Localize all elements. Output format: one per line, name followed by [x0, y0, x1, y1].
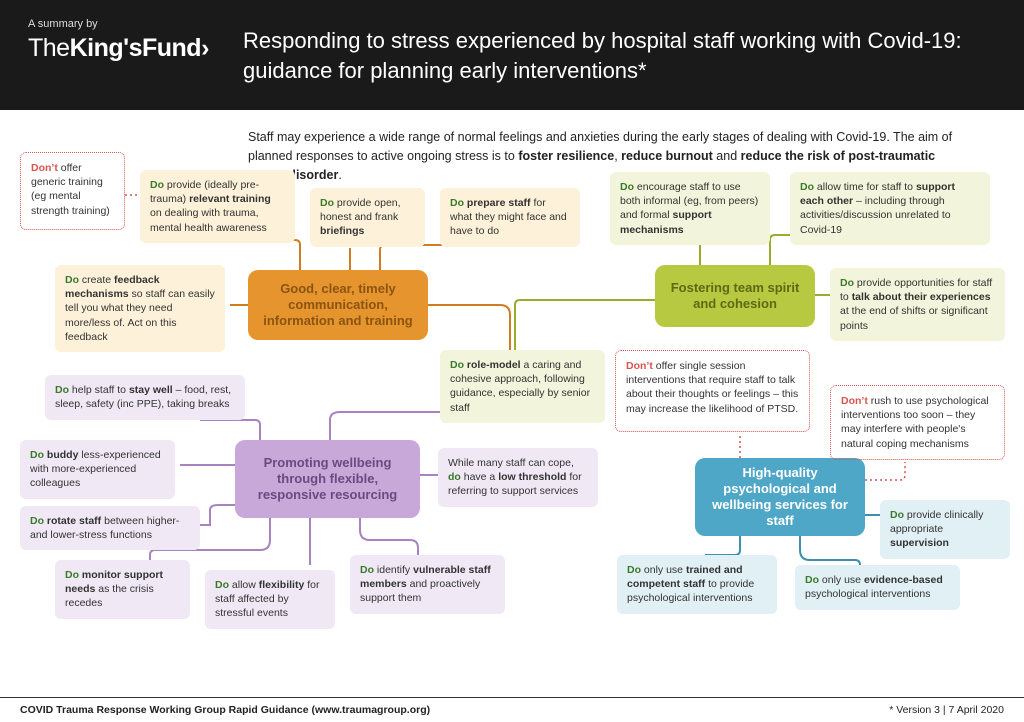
leaf-g3: Do provide opportunities for staff to ta… [830, 268, 1005, 341]
leaf-p4: Do monitor support needs as the crisis r… [55, 560, 190, 619]
leaf-g1: Do encourage staff to use both informal … [610, 172, 770, 245]
logo: TheKing'sFund› [28, 34, 243, 63]
leaf-b_d2: Don’t rush to use psychological interven… [830, 385, 1005, 460]
leaf-o3: Do provide open, honest and frank briefi… [310, 188, 425, 247]
footer-right: * Version 3 | 7 April 2020 [889, 704, 1004, 716]
hub-wellbeing: Promoting wellbeing through flexible, re… [235, 440, 420, 518]
leaf-b1: Do provide clinically appropriate superv… [880, 500, 1010, 559]
leaf-p7: While many staff can cope, do have a low… [438, 448, 598, 507]
leaf-g2: Do allow time for staff to support each … [790, 172, 990, 245]
hub-psych-services: High-quality psychological and wellbeing… [695, 458, 865, 536]
leaf-o2: Do provide (ideally pre-trauma) relevant… [140, 170, 295, 243]
leaf-o1: Don’t offer generic training (eg mental … [20, 152, 125, 230]
hub-team-spirit: Fostering team spirit and cohesion [655, 265, 815, 327]
leaf-p5: Do allow flexibility for staff affected … [205, 570, 335, 629]
leaf-p3: Do rotate staff between higher- and lowe… [20, 506, 200, 550]
leaf-p2: Do buddy less-experienced with more-expe… [20, 440, 175, 499]
logo-block: A summary by TheKing'sFund› [28, 18, 243, 110]
summary-by: A summary by [28, 18, 243, 30]
leaf-p6: Do identify vulnerable staff members and… [350, 555, 505, 614]
header: A summary by TheKing'sFund› Responding t… [0, 0, 1024, 110]
leaf-o4: Do prepare staff for what they might fac… [440, 188, 580, 247]
leaf-g4: Do role-model a caring and cohesive appr… [440, 350, 605, 423]
footer-left: COVID Trauma Response Working Group Rapi… [20, 704, 430, 716]
leaf-b3: Do only use trained and competent staff … [617, 555, 777, 614]
leaf-o5: Do create feedback mechanisms so staff c… [55, 265, 225, 352]
page-title: Responding to stress experienced by hosp… [243, 18, 996, 110]
footer: COVID Trauma Response Working Group Rapi… [0, 697, 1024, 722]
leaf-b2: Do only use evidence-based psychological… [795, 565, 960, 610]
mindmap-canvas: Good, clear, timely communication, infor… [0, 110, 1024, 692]
leaf-b_d1: Don’t offer single session interventions… [615, 350, 810, 432]
leaf-p1: Do help staff to stay well – food, rest,… [45, 375, 245, 420]
hub-communication: Good, clear, timely communication, infor… [248, 270, 428, 340]
